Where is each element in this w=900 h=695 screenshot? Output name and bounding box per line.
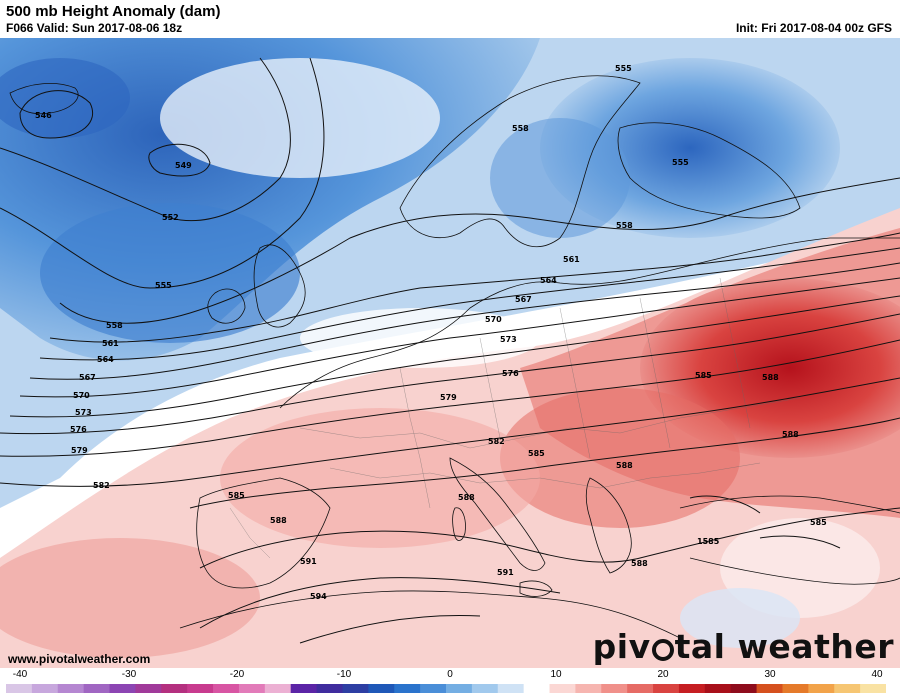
anomaly-map: 546 549 552 555 558 561 564 567 570 573 …: [0, 38, 900, 668]
contour-label: 564: [97, 355, 114, 364]
contour-label: 591: [300, 557, 317, 566]
colorbar-swatch: [860, 684, 886, 693]
colorbar-swatch: [135, 684, 162, 693]
contour-label: 546: [35, 111, 52, 120]
contour-label: 588: [782, 430, 799, 439]
colorbar-swatch: [238, 684, 266, 693]
contour-label: 573: [500, 335, 517, 344]
contour-labels: 546 549 552 555 558 561 564 567 570 573 …: [35, 64, 827, 601]
contour-label: 585: [528, 449, 545, 458]
contour-label: 555: [615, 64, 632, 73]
contour-label: 564: [540, 276, 557, 285]
contour-label: 558: [106, 321, 123, 330]
colorbar-swatch: [446, 684, 473, 693]
height-contours: [0, 57, 900, 644]
borders: [229, 277, 801, 559]
colorbar-swatch: [575, 684, 602, 693]
contour-label: 582: [93, 481, 110, 490]
colorbar-swatch: [31, 684, 59, 693]
contour-label: 576: [70, 425, 87, 434]
colorbar-swatch: [756, 684, 783, 693]
colorbar-swatch: [109, 684, 136, 693]
contour-label: 561: [102, 339, 119, 348]
contour-label: 567: [515, 295, 532, 304]
colorbar-tick: 30: [764, 669, 776, 680]
colorbar-swatch: [782, 684, 809, 693]
colorbar-swatch: [653, 684, 680, 693]
contour-label: 549: [175, 161, 192, 170]
contour-label: 561: [563, 255, 580, 264]
colorbar-swatch: [678, 684, 706, 693]
colorbar-tick: 20: [657, 669, 669, 680]
colorbar-tick: 40: [871, 669, 883, 680]
contour-label: 588: [458, 493, 475, 502]
contour-label: 594: [310, 592, 327, 601]
website-link[interactable]: www.pivotalweather.com: [8, 652, 151, 666]
colorbar-tick: -40: [12, 669, 28, 680]
contour-label: 588: [616, 461, 633, 470]
contour-label: 588: [270, 516, 287, 525]
brand-text-left: piv: [592, 627, 651, 666]
brand-logo: piv tal weather: [593, 627, 894, 666]
colorbar-tick: 0: [447, 669, 453, 680]
colorbar-swatch: [549, 684, 576, 693]
brand-text-right: tal weather: [674, 627, 894, 666]
colorbar-swatch: [601, 684, 628, 693]
colorbar-swatch: [161, 684, 188, 693]
contour-label: 570: [485, 315, 502, 324]
colorbar-swatch: [523, 684, 551, 693]
contour-label: 1585: [697, 537, 720, 546]
colorbar-swatch: [704, 684, 732, 693]
map-title: 500 mb Height Anomaly (dam): [6, 3, 221, 20]
colorbar-swatch: [368, 684, 395, 693]
colorbar-swatch: [834, 684, 861, 693]
contour-label: 585: [228, 491, 245, 500]
contour-label: 555: [155, 281, 172, 290]
colorbar-swatch: [57, 684, 85, 693]
colorbar-swatch: [730, 684, 758, 693]
contour-label: 579: [440, 393, 457, 402]
colorbar-swatch: [471, 684, 499, 693]
contour-label: 573: [75, 408, 92, 417]
contour-label: 582: [488, 437, 505, 446]
contour-label: 552: [162, 213, 179, 222]
colorbar-swatch: [316, 684, 343, 693]
colorbar-tick: -20: [229, 669, 245, 680]
brand-o-icon: [651, 639, 674, 661]
contour-label: 588: [631, 559, 648, 568]
colorbar-swatch: [420, 684, 447, 693]
contour-label: 588: [762, 373, 779, 382]
map-canvas: 546 549 552 555 558 561 564 567 570 573 …: [0, 38, 900, 668]
init-time: Init: Fri 2017-08-04 00z GFS: [735, 21, 892, 35]
contour-label: 567: [79, 373, 96, 382]
colorbar-swatch: [290, 684, 318, 693]
colorbar-swatch: [808, 684, 835, 693]
colorbar-swatch: [6, 684, 33, 693]
colorbar-swatch: [83, 684, 111, 693]
colorbar-tick: -10: [336, 669, 352, 680]
valid-time: F066 Valid: Sun 2017-08-06 18z: [6, 21, 183, 35]
contour-label: 558: [616, 221, 633, 230]
contour-label: 570: [73, 391, 90, 400]
colorbar-swatch: [342, 684, 369, 693]
contour-label: 579: [71, 446, 88, 455]
contour-label: 591: [497, 568, 514, 577]
colorbar-swatch: [497, 684, 525, 693]
colorbar-tick: 10: [550, 669, 562, 680]
colorbar-tick: -30: [121, 669, 137, 680]
colorbar-swatch: [187, 684, 214, 693]
contour-label: 555: [672, 158, 689, 167]
contour-label: 576: [502, 369, 519, 378]
colorbar-tick-labels: -40 -30 -20 -10 0 10 20 30 40: [0, 669, 900, 681]
colorbar: [6, 684, 886, 693]
colorbar-swatch: [264, 684, 292, 693]
coastlines: [9, 75, 900, 639]
colorbar-swatch: [213, 684, 240, 693]
contour-label: 558: [512, 124, 529, 133]
contour-label: 585: [810, 518, 827, 527]
colorbar-swatch: [627, 684, 654, 693]
contour-label: 585: [695, 371, 712, 380]
colorbar-swatch: [394, 684, 421, 693]
